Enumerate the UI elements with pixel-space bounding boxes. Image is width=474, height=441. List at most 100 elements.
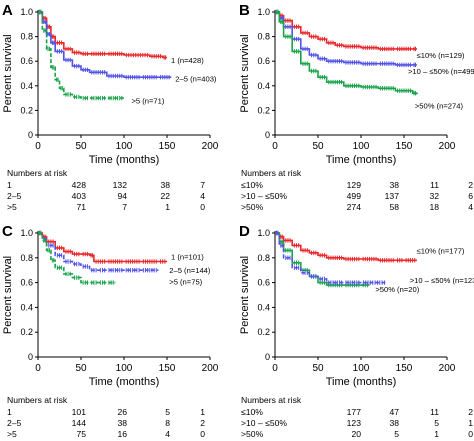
- risk-cell: 4: [468, 202, 473, 212]
- risk-cell: 403: [71, 191, 86, 201]
- series-label: 1 (n=101): [171, 253, 204, 262]
- risk-cell: 18: [429, 202, 439, 212]
- risk-cell: 58: [389, 202, 399, 212]
- x-tick-label: 0: [272, 141, 278, 152]
- series-line: [275, 11, 417, 50]
- risk-row-label: 1: [7, 407, 12, 417]
- risk-cell: 428: [71, 180, 86, 190]
- risk-table-title: Numbers at risk: [241, 395, 302, 405]
- y-tick-label: 0.4: [257, 81, 270, 91]
- risk-cell: 2: [468, 407, 473, 417]
- x-axis-title: Time (months): [89, 376, 160, 388]
- series-line: [275, 232, 417, 262]
- risk-table-title: Numbers at risk: [7, 395, 68, 405]
- risk-cell: 101: [71, 407, 86, 417]
- y-tick-label: 0.8: [257, 32, 270, 42]
- chart-svg-a: A 0 0.2 0.4 0.6 0.8 1.0 0 50 100 150 200 Time (month…: [2, 2, 219, 166]
- x-tick-label: 50: [75, 141, 87, 152]
- y-tick-label: 0.6: [257, 278, 270, 288]
- risk-row-label: ≤10%: [241, 407, 263, 417]
- risk-row-label: >50%: [241, 202, 264, 212]
- risk-row-label: >10 – ≤50%: [241, 191, 288, 201]
- x-tick-label: 100: [116, 141, 133, 152]
- y-tick-label: 0: [265, 352, 270, 362]
- chart-svg-b: B 0 0.2 0.4 0.6 0.8 1.0 0 50 100 150 200 Time (month…: [239, 2, 474, 166]
- y-tick-label: 0.8: [20, 32, 33, 42]
- risk-row-label: 2–5: [7, 191, 22, 201]
- x-tick-label: 200: [202, 363, 219, 374]
- risk-cell: 38: [117, 418, 127, 428]
- x-tick-label: 100: [116, 363, 133, 374]
- risk-cell: 0: [468, 429, 473, 439]
- risk-cell: 129: [346, 180, 361, 190]
- risk-cell: 137: [384, 191, 399, 201]
- series-censor-marks: [38, 9, 123, 101]
- risk-cell: 2: [468, 180, 473, 190]
- series-censor-marks: [38, 230, 114, 285]
- risk-table-d: Numbers at risk ≤10% 177 47 11 2 >10 – ≤50% 123…: [241, 395, 474, 441]
- series-label: >5 (n=75): [169, 277, 202, 286]
- risk-cell: 2: [200, 418, 205, 428]
- x-tick-label: 0: [272, 363, 278, 374]
- risk-cell: 38: [389, 418, 399, 428]
- panel-label-d: D: [239, 223, 250, 240]
- risk-cell: 11: [430, 180, 439, 190]
- series-line: [38, 232, 159, 271]
- risk-cell: 0: [200, 202, 205, 212]
- y-tick-label: 0.4: [20, 302, 33, 312]
- series-label: >10 – ≤50% (n=499): [408, 67, 474, 76]
- y-tick-label: 1.0: [257, 7, 270, 17]
- x-tick-label: 0: [35, 141, 41, 152]
- risk-cell: 7: [200, 180, 205, 190]
- y-tick-label: 1.0: [20, 7, 33, 17]
- risk-cell: 94: [117, 191, 127, 201]
- chart-panel-d: D 0 0.2 0.4 0.6 0.8 1.0 0 50 100 150 200 Time (month…: [237, 221, 474, 441]
- y-axis-title: Percent survival: [2, 34, 14, 112]
- x-tick-label: 200: [439, 363, 456, 374]
- series-censor-marks: [275, 230, 385, 285]
- y-tick-label: 0.2: [257, 327, 270, 337]
- risk-cell: 123: [346, 418, 361, 428]
- y-axis-title: Percent survival: [239, 34, 251, 112]
- series-censor-marks: [38, 9, 170, 80]
- series-censor-marks: [275, 9, 416, 52]
- series-line: [38, 232, 116, 284]
- y-tick-label: 0: [28, 130, 33, 140]
- x-tick-label: 0: [35, 363, 41, 374]
- y-tick-label: 0.6: [20, 278, 33, 288]
- x-tick-label: 50: [312, 141, 324, 152]
- risk-cell: 47: [389, 407, 399, 417]
- y-tick-label: 0: [265, 130, 270, 140]
- series-label: ≤10% (n=177): [417, 246, 465, 255]
- x-tick-label: 150: [396, 363, 413, 374]
- y-tick-label: 0.4: [20, 81, 33, 91]
- series-line: [275, 11, 418, 95]
- risk-cell: 144: [71, 418, 86, 428]
- x-tick-label: 200: [439, 141, 456, 152]
- series-label: 2–5 (n=403): [175, 74, 217, 83]
- risk-cell: 32: [429, 191, 439, 201]
- panel-label-c: C: [2, 223, 13, 240]
- y-tick-label: 0.4: [257, 302, 270, 312]
- series-line: [38, 11, 124, 99]
- series-line: [38, 11, 172, 78]
- y-tick-label: 0.8: [20, 253, 33, 263]
- x-tick-label: 150: [159, 141, 176, 152]
- risk-row-label: 1: [7, 180, 12, 190]
- series-label: >50% (n=274): [415, 101, 464, 110]
- chart-svg-d: D 0 0.2 0.4 0.6 0.8 1.0 0 50 100 150 200 Time (month…: [239, 223, 474, 388]
- risk-table-title: Numbers at risk: [241, 168, 302, 178]
- series-censor-marks: [38, 230, 166, 264]
- panel-label-a: A: [2, 2, 13, 19]
- x-tick-label: 150: [396, 141, 413, 152]
- series-label: 1 (n=428): [171, 56, 204, 65]
- series-label: >5 (n=71): [131, 97, 164, 106]
- panel-label-b: B: [239, 2, 250, 19]
- risk-cell: 5: [394, 429, 399, 439]
- x-axis-title: Time (months): [89, 154, 160, 166]
- risk-cell: 26: [117, 407, 127, 417]
- risk-cell: 177: [346, 407, 361, 417]
- y-tick-label: 0: [28, 352, 33, 362]
- x-axis-title: Time (months): [326, 376, 397, 388]
- y-tick-label: 0.2: [20, 105, 33, 115]
